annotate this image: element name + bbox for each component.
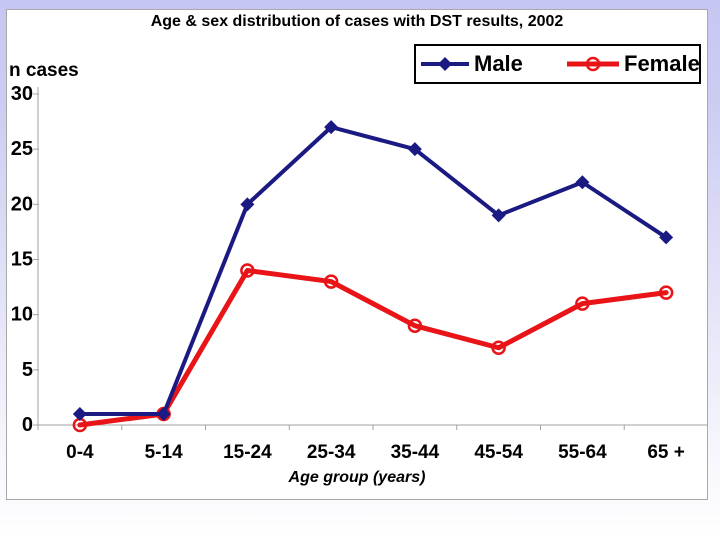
x-tick-label: 15-24 (223, 442, 272, 463)
female-marker (240, 263, 255, 278)
chart-title: Age & sex distribution of cases with DST… (150, 13, 564, 30)
female-series-line (77, 268, 669, 428)
female-marker (575, 296, 590, 311)
male-marker (491, 208, 506, 223)
x-tick-label: 55-64 (558, 442, 607, 463)
y-tick-label: 25 (11, 138, 33, 160)
male-line-diamond-icon (421, 57, 469, 71)
legend-label-male: Male (474, 51, 523, 76)
male-marker (156, 406, 171, 421)
y-tick-label: 5 (22, 359, 33, 381)
y-tick-label: 30 (11, 83, 33, 105)
x-tick-label: 0-4 (66, 442, 94, 463)
male-marker (324, 120, 339, 135)
x-tick-label: 45-54 (474, 442, 523, 463)
y-tick-label: 0 (22, 414, 33, 436)
male-marker (575, 175, 590, 190)
male-marker (240, 197, 255, 212)
female-marker (407, 318, 423, 333)
female-marker (491, 340, 506, 356)
female-marker (323, 274, 339, 289)
male-marker (72, 406, 87, 421)
male-marker (407, 142, 422, 157)
legend: Male Female (414, 44, 701, 84)
legend-label-female: Female (624, 51, 700, 76)
x-axis-caption: Age group (years) (288, 469, 426, 486)
y-tick-label: 15 (11, 249, 33, 271)
male-series-line (77, 125, 669, 416)
female-marker (658, 285, 674, 300)
x-tick-label: 25-34 (307, 442, 356, 463)
x-tick-label: 35-44 (391, 442, 440, 463)
legend-item-male: Male (421, 53, 523, 75)
x-tick-label: 5-14 (145, 442, 183, 463)
y-tick-label: 10 (11, 304, 33, 326)
female-line-circle-icon (567, 56, 619, 72)
male-marker (659, 230, 674, 245)
plot-svg: 0 5 10 15 20 25 30 0-4 5-14 15-24 25-34 35-44 45-54 5… (11, 83, 707, 463)
x-tick-label: 65 + (647, 442, 685, 463)
y-axis-caption: n cases (9, 60, 79, 81)
legend-item-female: Female (567, 53, 700, 75)
y-tick-label: 20 (11, 193, 33, 215)
chart-area: Age & sex distribution of cases with DST… (6, 9, 708, 500)
